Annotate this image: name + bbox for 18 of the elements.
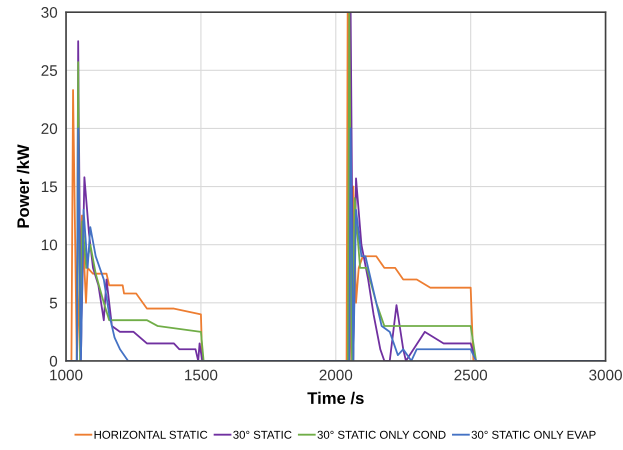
legend-label: 30° STATIC ONLY COND [317, 430, 446, 439]
x-tick-label: 1000 [50, 370, 82, 380]
y-axis-title: Power /kW [16, 144, 30, 228]
legend-label: 30° STATIC ONLY EVAP [472, 430, 596, 439]
legend-label: HORIZONTAL STATIC [94, 430, 208, 439]
y-tick-label: 0 [50, 356, 58, 367]
x-tick-label: 2000 [320, 370, 352, 380]
x-tick-label: 3000 [589, 370, 622, 380]
y-tick-label: 5 [50, 298, 58, 308]
x-tick-label: 1500 [185, 370, 218, 380]
y-tick-label: 10 [42, 240, 58, 250]
x-tick-label: 2500 [454, 370, 488, 380]
x-axis-title: Time /s [307, 392, 364, 404]
y-tick-label: 30 [41, 7, 58, 18]
y-tick-label: 20 [41, 123, 58, 134]
legend-label: 30° STATIC [233, 430, 292, 439]
y-tick-label: 15 [42, 182, 58, 192]
y-tick-label: 25 [41, 65, 58, 76]
